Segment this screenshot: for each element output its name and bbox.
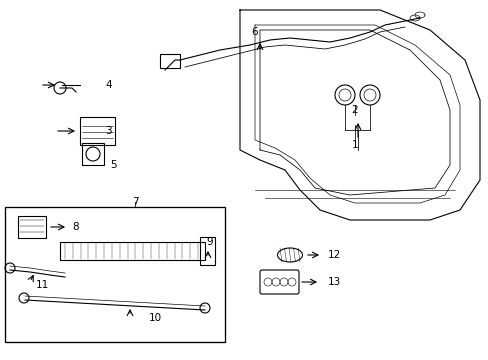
Text: 7: 7 xyxy=(131,197,138,207)
Text: 13: 13 xyxy=(327,277,341,287)
Text: 12: 12 xyxy=(327,250,341,260)
Bar xyxy=(60,242,204,260)
Text: 11: 11 xyxy=(35,280,48,290)
Text: 6: 6 xyxy=(251,27,258,37)
Text: 8: 8 xyxy=(72,222,79,232)
Text: 3: 3 xyxy=(105,126,111,136)
Bar xyxy=(200,237,215,265)
Bar xyxy=(18,216,46,238)
Text: 2: 2 xyxy=(351,105,358,115)
Text: 4: 4 xyxy=(105,80,111,90)
Bar xyxy=(80,117,115,145)
Bar xyxy=(82,143,104,165)
Bar xyxy=(160,54,180,68)
Text: 1: 1 xyxy=(351,140,358,150)
Text: 9: 9 xyxy=(206,237,213,247)
Text: 10: 10 xyxy=(148,313,161,323)
Bar xyxy=(5,207,224,342)
Text: 5: 5 xyxy=(110,160,116,170)
